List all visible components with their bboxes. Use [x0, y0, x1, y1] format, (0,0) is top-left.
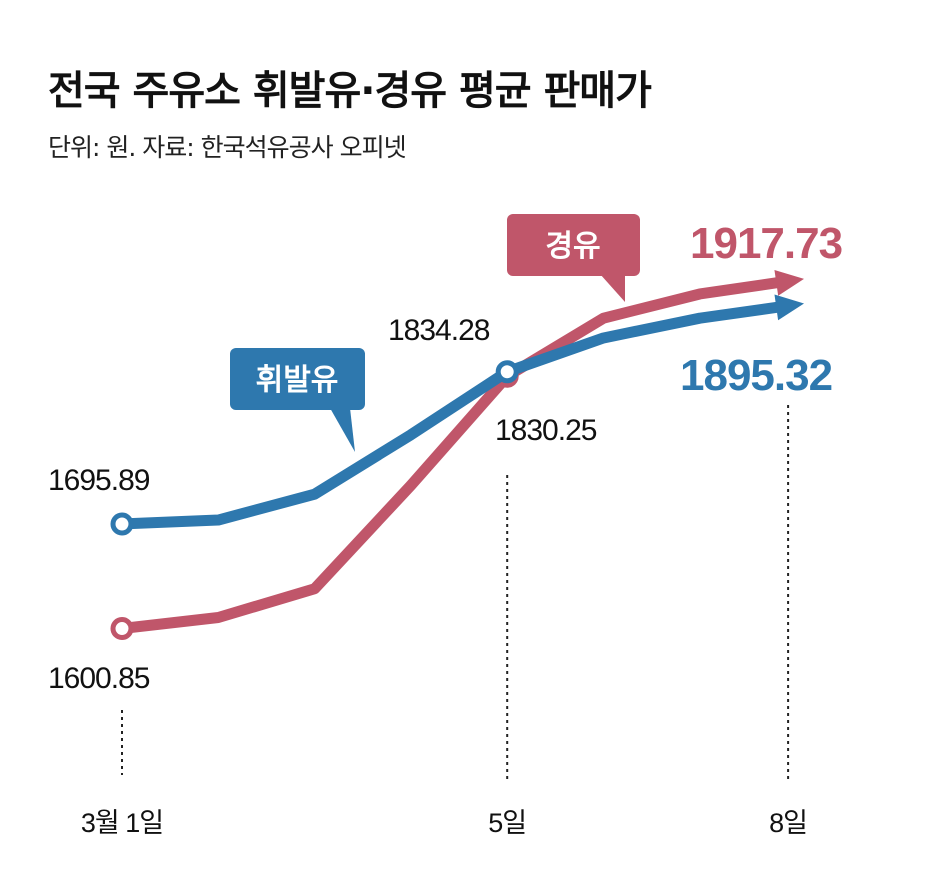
arrow-head-icon	[774, 294, 805, 321]
data-point-marker	[495, 360, 519, 384]
callout-pointer	[330, 408, 355, 452]
legend-label: 휘발유	[256, 364, 339, 397]
data-label: 1895.32	[680, 351, 832, 400]
chart-subtitle: 단위: 원. 자료: 한국석유공사 오피넷	[48, 133, 407, 162]
arrow-head-icon	[774, 269, 805, 296]
data-point-marker	[110, 512, 134, 536]
data-label: 1830.25	[495, 414, 597, 447]
series-line-휘발유	[121, 301, 784, 530]
legend-callout-경유: 경유	[507, 214, 640, 302]
data-label: 1917.73	[690, 219, 842, 268]
data-point-marker	[110, 617, 134, 641]
data-label: 1834.28	[388, 314, 490, 347]
series-line-경유	[121, 276, 784, 635]
x-tick-label: 5일	[488, 808, 526, 838]
data-label: 1695.89	[48, 464, 150, 497]
x-tick-label: 3월 1일	[81, 808, 163, 838]
callout-box	[507, 214, 640, 276]
chart-title: 전국 주유소 휘발유·경유 평균 판매가	[48, 68, 652, 114]
callout-box	[230, 348, 365, 410]
x-tick-label: 8일	[769, 808, 807, 838]
legend-callout-휘발유: 휘발유	[230, 348, 365, 452]
callout-pointer	[600, 274, 625, 302]
legend-label: 경유	[545, 230, 600, 263]
data-label: 1600.85	[48, 662, 150, 695]
